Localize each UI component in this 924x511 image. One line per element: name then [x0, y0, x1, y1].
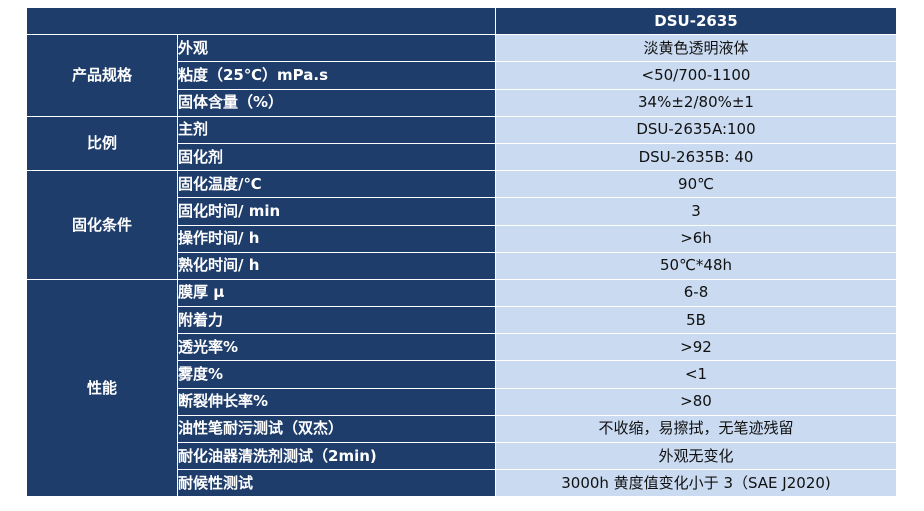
- param-value: DSU-2635B: 40: [495, 142, 897, 172]
- table-row: 粘度（25℃）mPa.s <50/700-1100: [27, 61, 897, 90]
- param-value: 50℃*48h: [495, 251, 897, 280]
- param-value: 不收缩，易擦拭，无笔迹残留: [495, 414, 897, 444]
- table-row: 固化剂 DSU-2635B: 40: [27, 142, 897, 172]
- table-row: 透光率% >92: [27, 333, 897, 362]
- param-label: 油性笔耐污测试（双杰）: [177, 414, 496, 444]
- param-value: 3: [495, 197, 897, 226]
- param-label: 固化温度/℃: [177, 170, 496, 199]
- param-label: 操作时间/ h: [177, 224, 496, 253]
- table-row: 产品规格 外观 淡黄色透明液体: [26, 34, 897, 117]
- param-label: 熟化时间/ h: [177, 251, 496, 280]
- param-value: DSU-2635A:100: [495, 115, 897, 144]
- param-value: 淡黄色透明液体: [495, 34, 897, 63]
- group-label-spec: 产品规格: [26, 34, 178, 117]
- table-row: 性能 膜厚 μ 6-8: [26, 278, 897, 498]
- param-label: 主剂: [177, 115, 496, 144]
- table-row: 固化时间/ min 3: [27, 197, 897, 226]
- header-row: DSU-2635: [26, 6, 897, 36]
- table-row: 雾度% <1: [27, 360, 897, 389]
- table-row: 油性笔耐污测试（双杰） 不收缩，易擦拭，无笔迹残留: [27, 414, 897, 444]
- param-label: 固体含量（%）: [177, 88, 496, 117]
- param-value: >80: [495, 387, 897, 416]
- param-value: >92: [495, 333, 897, 362]
- param-value: <1: [495, 360, 897, 389]
- param-label: 耐候性测试: [177, 469, 496, 498]
- param-label: 固化剂: [177, 142, 496, 172]
- table-row: 熟化时间/ h 50℃*48h: [27, 251, 897, 280]
- param-label: 膜厚 μ: [177, 278, 496, 308]
- param-label: 外观: [177, 34, 496, 63]
- product-header: DSU-2635: [495, 6, 897, 36]
- table-row: 耐化油器清洗剂测试（2min) 外观无变化: [27, 441, 897, 471]
- param-value: 34%±2/80%±1: [495, 88, 897, 117]
- table-row: 比例 主剂 DSU-2635A:100: [26, 115, 897, 172]
- param-label: 雾度%: [177, 360, 496, 389]
- table-row: 耐候性测试 3000h 黄度值变化小于 3（SAE J2020): [27, 469, 897, 498]
- spec-table: DSU-2635 产品规格 外观 淡黄色透明液体 粘度（25℃）mPa.s <5…: [26, 6, 897, 498]
- table-row: 断裂伸长率% >80: [27, 387, 897, 416]
- param-label: 附着力: [177, 306, 496, 335]
- param-label: 固化时间/ min: [177, 197, 496, 226]
- param-value: 90℃: [495, 170, 897, 199]
- param-value: 3000h 黄度值变化小于 3（SAE J2020): [495, 469, 897, 498]
- param-value: 5B: [495, 306, 897, 335]
- param-label: 透光率%: [177, 333, 496, 362]
- table-row: 固化条件 固化温度/℃ 90℃: [26, 170, 897, 280]
- group-label-curing: 固化条件: [26, 170, 178, 280]
- param-value: 6-8: [495, 278, 897, 308]
- param-value: >6h: [495, 224, 897, 253]
- param-value: 外观无变化: [495, 441, 897, 471]
- param-value: <50/700-1100: [495, 61, 897, 90]
- param-label: 耐化油器清洗剂测试（2min): [177, 441, 496, 471]
- param-label: 粘度（25℃）mPa.s: [177, 61, 496, 90]
- group-label-performance: 性能: [26, 278, 178, 498]
- group-label-ratio: 比例: [26, 115, 178, 172]
- param-label: 断裂伸长率%: [177, 387, 496, 416]
- header-blank-cell: [26, 6, 496, 36]
